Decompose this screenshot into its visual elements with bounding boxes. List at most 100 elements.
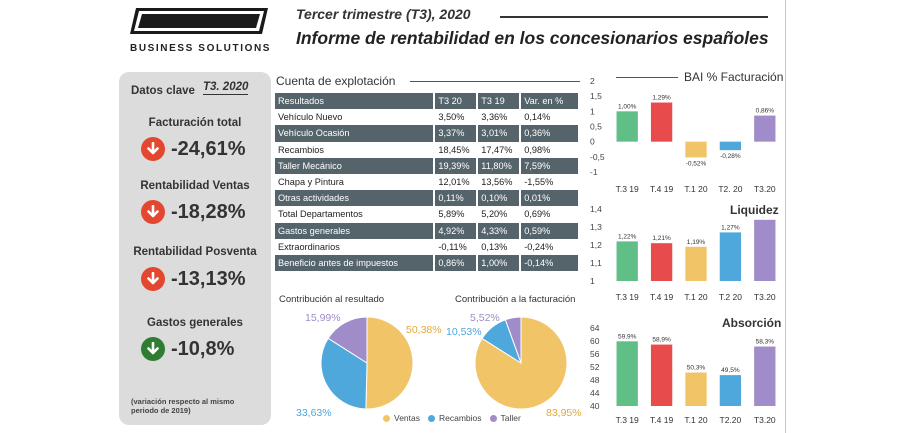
- report-title: Informe de rentabilidad en los concesion…: [296, 28, 769, 48]
- table-row: Vehículo Nuevo 3,50% 3,36% 0,14%: [275, 109, 580, 126]
- bar-value-label: 58,3%: [756, 339, 775, 346]
- bar-value-label: 0,86%: [756, 108, 775, 115]
- table-cell: -0,24%: [520, 238, 580, 255]
- y-tick-label: 60: [590, 336, 600, 346]
- table-cell: Vehículo Nuevo: [275, 109, 436, 126]
- pie-chart-resultado: [320, 316, 414, 410]
- table-cell: 19,39%: [434, 157, 479, 174]
- arrow-down-icon: [141, 200, 165, 224]
- kpi-label-facturacion: Facturación total: [148, 117, 242, 129]
- snap-on-logo: BUSINESS SOLUTIONS: [128, 6, 273, 56]
- table-cell: 0,10%: [477, 190, 522, 207]
- y-tick-label: 1,3: [590, 222, 602, 232]
- table-cell: 7,59%: [520, 157, 580, 174]
- legend-dot-taller: [489, 414, 497, 422]
- bar-t-4-19: [650, 344, 673, 406]
- table-cell: 3,01%: [477, 125, 522, 142]
- table-cell: 11,80%: [477, 157, 522, 174]
- y-tick-label: 64: [590, 323, 600, 333]
- pie-legend: Ventas Recambios Taller: [383, 413, 521, 423]
- pie-label-taller: 15,99%: [305, 312, 341, 324]
- arrow-down-icon: [141, 267, 165, 291]
- table-cell: -0,14%: [520, 254, 580, 272]
- kpi-rent-posventa: -13,13%: [141, 266, 246, 292]
- y-tick-label: -1: [590, 167, 598, 177]
- y-tick-label: 1,5: [590, 91, 602, 101]
- bar-value-label: 1,21%: [652, 235, 671, 242]
- table-cell: Chapa y Pintura: [275, 173, 436, 191]
- pie-slice-taller: [327, 316, 368, 364]
- liquidez-chart: 1,4 1,3 1,2 1,1 1 1,22% T.3 19 1,21% T.4 19 1,19%…: [588, 200, 784, 305]
- table-cell: Taller Mecánico: [275, 157, 436, 174]
- x-category-label: T3.20: [754, 415, 776, 425]
- bar-t-1-20: [685, 141, 707, 158]
- kpi-label-rent-posventa: Rentabilidad Posventa: [133, 246, 257, 258]
- table-cell: 0,59%: [520, 222, 580, 239]
- key-data-panel: Datos clave T3. 2020 Facturación total -…: [119, 72, 271, 425]
- table-header: T3 19: [477, 93, 522, 110]
- x-category-label: T.3 19: [616, 415, 639, 425]
- table-cell: 0,98%: [520, 141, 580, 158]
- key-data-title: Datos clave: [131, 85, 195, 97]
- y-tick-label: 1: [590, 106, 595, 116]
- pie-label-recambios: 33,63%: [296, 407, 332, 419]
- table-cell: 12,01%: [434, 173, 479, 191]
- bar-t-4-19: [650, 102, 673, 142]
- bar-value-label: 59,9%: [618, 333, 637, 340]
- x-category-label: T.4 19: [650, 292, 673, 302]
- table-cell: Total Departamentos: [275, 206, 436, 223]
- table-cell: Otras actividades: [275, 190, 436, 207]
- liquidez-bar-chart: 1,4 1,3 1,2 1,1 1 1,22% T.3 19 1,21% T.4 19 1,19%…: [590, 204, 776, 302]
- table-cell: 0,36%: [520, 125, 580, 142]
- y-tick-label: 56: [590, 349, 600, 359]
- bar-value-label: 50,3%: [687, 365, 706, 372]
- absorcion-bar-chart: 64 60 56 52 48 44 40 59,9% T.3 19 58,9% T.4 19 50,3…: [590, 323, 776, 425]
- y-tick-label: 0,5: [590, 122, 602, 132]
- kpi-value-rent-ventas: -18,28%: [171, 200, 246, 223]
- table-cell: 0,11%: [434, 190, 479, 207]
- table-row: Taller Mecánico 19,39% 11,80% 7,59%: [275, 157, 580, 174]
- table-header-row: Resultados T3 20 T3 19 Var. en %: [275, 93, 580, 110]
- table-header: Var. en %: [520, 93, 580, 110]
- bar-value-label: 49,5%: [721, 367, 740, 374]
- table-cell: 18,45%: [434, 141, 479, 158]
- table-cell: 0,86%: [434, 254, 479, 272]
- liquidez-title: Liquidez: [726, 203, 779, 217]
- y-tick-label: 52: [590, 362, 600, 372]
- y-tick-label: 40: [590, 401, 600, 411]
- table-row: Beneficio antes de impuestos 0,86% 1,00% -0…: [275, 254, 580, 272]
- bai-chart: 2 1,5 1 0,5 0 -0,5 -1 1,00% T.3 19 1,29% T.4 19 -0,…: [588, 66, 784, 196]
- table-row: Gastos generales 4,92% 4,33% 0,59%: [275, 222, 580, 239]
- kpi-value-rent-posventa: -13,13%: [171, 267, 246, 290]
- table-cell: Beneficio antes de impuestos: [275, 254, 436, 272]
- x-category-label: T.4 19: [650, 184, 673, 194]
- table-cell: 13,56%: [477, 173, 522, 191]
- table-cell: 4,92%: [434, 222, 479, 239]
- y-tick-label: 44: [590, 388, 600, 398]
- table-row: Otras actividades 0,11% 0,10% 0,01%: [275, 190, 580, 207]
- bar-t2-20: [719, 375, 742, 406]
- x-category-label: T.1 20: [684, 292, 707, 302]
- variation-note: (variación respecto al mismo periodo de …: [131, 397, 235, 415]
- bar-t-4-19: [650, 243, 673, 281]
- kpi-gastos: -10,8%: [141, 336, 234, 362]
- bar-t3-20: [754, 219, 776, 281]
- table-row: Chapa y Pintura 12,01% 13,56% -1,55%: [275, 173, 580, 191]
- kpi-value-facturacion: -24,61%: [171, 137, 246, 160]
- table-row: Extraordinarios -0,11% 0,13% -0,24%: [275, 238, 580, 255]
- y-tick-label: 1,4: [590, 204, 602, 214]
- cuenta-divider: [410, 81, 580, 82]
- table-row: Total Departamentos 5,89% 5,20% 0,69%: [275, 206, 580, 223]
- pie-slice-ventas: [365, 316, 414, 410]
- table-cell: 1,00%: [477, 254, 522, 272]
- legend-dot-recambios: [428, 414, 435, 422]
- table-cell: 17,47%: [477, 141, 522, 158]
- bar-t-3-19: [616, 341, 638, 406]
- pie-title-facturacion: Contribución a la facturación: [455, 294, 576, 305]
- table-cell: Extraordinarios: [275, 238, 436, 255]
- kpi-label-gastos: Gastos generales: [147, 317, 243, 329]
- page-edge-divider: [785, 0, 786, 433]
- bar-value-label: -0,52%: [686, 160, 707, 167]
- bar-value-label: 1,19%: [687, 239, 706, 246]
- bar-value-label: 1,22%: [618, 233, 637, 240]
